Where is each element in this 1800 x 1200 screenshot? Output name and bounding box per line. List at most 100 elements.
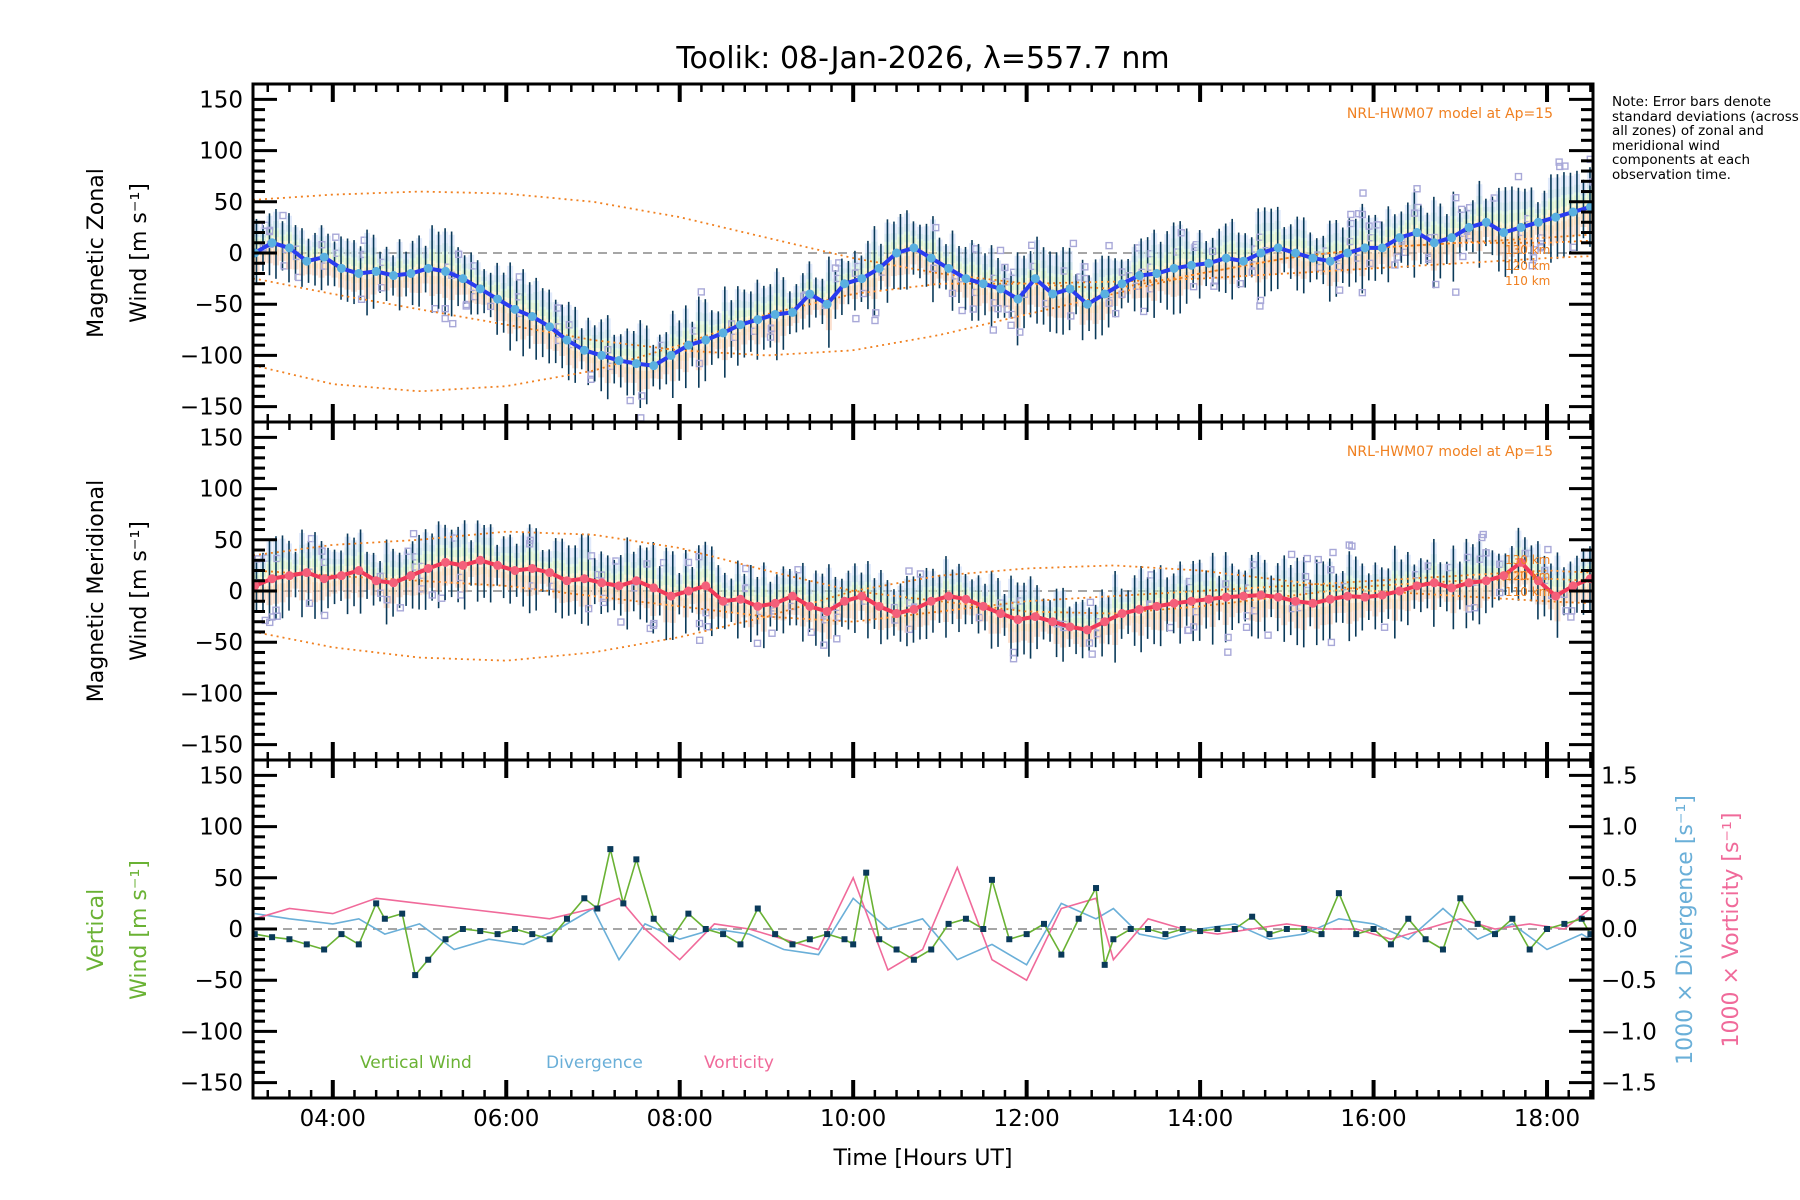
mean-wind-marker — [1256, 248, 1266, 258]
zone-sample-marker — [932, 223, 940, 232]
mean-wind-marker — [423, 563, 433, 573]
mean-wind-marker — [631, 359, 641, 369]
mean-wind-marker — [892, 609, 902, 619]
mean-wind-marker — [649, 583, 659, 593]
mean-wind-marker — [475, 284, 485, 294]
zone-sample-marker — [462, 300, 471, 309]
y-tick-label: −150 — [180, 395, 243, 421]
zone-sample-marker — [643, 560, 651, 568]
zone-sample-marker — [626, 396, 634, 405]
vertical-wind-marker — [373, 900, 380, 907]
zone-sample-marker — [441, 305, 449, 313]
mean-wind-marker — [1117, 609, 1127, 619]
zone-sample-marker — [1380, 623, 1389, 631]
vertical-wind-marker — [1405, 915, 1412, 922]
vertical-ylabel-1: Vertical — [84, 889, 109, 971]
zone-sample-marker — [305, 599, 314, 607]
zone-sample-marker — [958, 306, 966, 315]
vertical-wind-marker — [381, 915, 388, 922]
y-tick-label: 150 — [199, 87, 243, 113]
mean-wind-marker — [926, 596, 936, 606]
mean-wind-marker — [562, 335, 572, 345]
y-tick-label: 150 — [199, 425, 243, 451]
zone-sample-marker — [396, 604, 405, 612]
mean-wind-marker — [1186, 596, 1196, 606]
model-curve-110km — [253, 569, 1589, 623]
y-tick-label: 50 — [214, 866, 243, 892]
vertical-wind-marker — [1439, 946, 1446, 953]
mean-wind-marker — [1013, 615, 1023, 625]
x-tick-label: 10:00 — [820, 1106, 886, 1132]
vertical-wind-marker — [876, 936, 883, 943]
mean-wind-marker — [1100, 617, 1110, 627]
zone-sample-marker — [1347, 210, 1355, 219]
y-tick-label: −150 — [180, 1071, 243, 1097]
mean-wind-marker — [1377, 243, 1387, 253]
zone-sample-marker — [266, 618, 274, 627]
mean-wind-marker — [701, 335, 711, 345]
y-tick-label: 0 — [228, 579, 243, 605]
mean-wind-marker — [1152, 268, 1162, 278]
zone-sample-marker — [994, 304, 1002, 313]
zone-sample-marker — [1189, 623, 1198, 631]
plot-content — [253, 520, 1593, 663]
vertical-wind-marker — [442, 936, 449, 943]
mean-wind-marker — [284, 571, 294, 581]
vertical-wind-marker — [806, 936, 813, 943]
chart-title: Toolik: 08-Jan-2026, λ=557.7 nm — [675, 41, 1169, 76]
zone-sample-marker — [1479, 530, 1487, 539]
mean-wind-marker — [1516, 222, 1526, 232]
mean-wind-marker — [926, 253, 936, 263]
zone-sample-marker — [1544, 545, 1552, 554]
vertical-wind-marker — [928, 946, 935, 953]
vertical-wind-marker — [1075, 915, 1082, 922]
mean-wind-marker — [1516, 557, 1526, 567]
zone-sample-marker — [587, 375, 595, 383]
mean-wind-marker — [1030, 274, 1040, 284]
y-tick-label: 50 — [214, 528, 243, 554]
zone-sample-marker — [905, 567, 913, 575]
vertical-wind-marker — [1006, 936, 1013, 943]
mean-wind-marker — [371, 266, 381, 276]
meridional-alt-label-130: 130 km — [1505, 553, 1550, 567]
mean-wind-marker — [354, 566, 364, 576]
mean-wind-marker — [753, 315, 763, 325]
zone-sample-marker — [1081, 263, 1089, 271]
zone-sample-marker — [1413, 185, 1421, 193]
mean-wind-marker — [840, 596, 850, 606]
vertical-wind-marker — [1197, 928, 1204, 935]
zone-sample-marker — [1348, 542, 1356, 550]
vertical-wind-marker — [338, 931, 345, 938]
vertical-wind-marker — [650, 915, 657, 922]
mean-wind-marker — [614, 356, 624, 366]
x-tick-label: 16:00 — [1340, 1106, 1406, 1132]
zone-sample-marker — [650, 619, 658, 628]
mean-wind-marker — [718, 328, 728, 338]
zone-sample-marker — [1264, 631, 1272, 639]
zone-sample-marker — [604, 345, 612, 354]
zone-sample-marker — [1359, 189, 1367, 197]
vertical-wind-marker — [1179, 926, 1186, 932]
zone-sample-marker — [1327, 566, 1335, 574]
mean-wind-marker — [1360, 243, 1370, 253]
x-tick-label: 08:00 — [647, 1106, 713, 1132]
x-tick-label: 04:00 — [300, 1106, 366, 1132]
mean-wind-marker — [978, 279, 988, 289]
mean-wind-marker — [1499, 228, 1509, 238]
mean-wind-marker — [1377, 590, 1387, 600]
mean-wind-marker — [1395, 233, 1405, 243]
vertical-wind-marker — [754, 905, 761, 912]
zone-sample-marker — [1327, 638, 1336, 647]
vertical-wind-marker — [1474, 920, 1481, 927]
mean-wind-marker — [1360, 592, 1370, 602]
zone-sample-marker — [279, 211, 287, 220]
mean-wind-marker — [562, 576, 572, 586]
zone-sample-marker — [1528, 261, 1537, 270]
vertical-wind-marker — [1509, 915, 1516, 922]
vertical-wind-marker — [772, 931, 779, 938]
mean-wind-marker — [371, 576, 381, 586]
mean-wind-marker — [1308, 598, 1318, 608]
zone-sample-marker — [684, 558, 693, 567]
mean-wind-marker — [1082, 625, 1092, 635]
vorticity-y2label: 1000 × Vorticity [s⁻¹] — [1719, 813, 1744, 1048]
